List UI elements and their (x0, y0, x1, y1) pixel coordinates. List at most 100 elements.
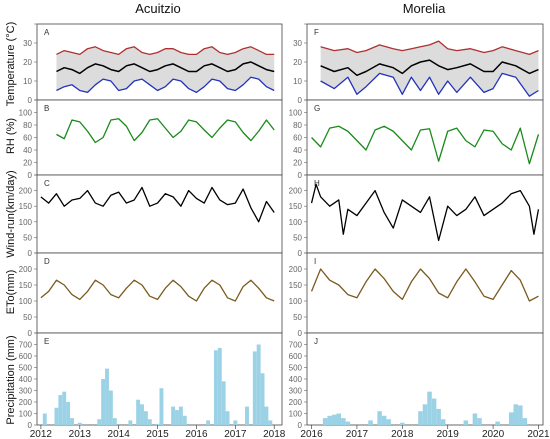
bar (463, 420, 469, 425)
bar (264, 406, 269, 425)
ytick-label: 200 (289, 187, 303, 196)
panel-E: 0 100 200 300 400 500 600 700 E (19, 332, 283, 430)
bar (171, 406, 176, 425)
ytick-label: 20 (293, 159, 302, 168)
ytick-label: 500 (289, 364, 303, 373)
bar (155, 423, 160, 425)
ytick-label: 20 (23, 159, 32, 168)
bar (147, 419, 152, 425)
ytick-label: 200 (19, 398, 33, 407)
panel-letter-A: A (44, 28, 50, 37)
bar (368, 420, 373, 425)
bar (418, 411, 423, 425)
series-line-tmax (56, 46, 275, 56)
panel-letter-F: F (314, 28, 319, 37)
ytick-label: 0 (28, 96, 33, 105)
bar (221, 381, 226, 425)
xtick-label: 2016 (185, 429, 208, 439)
panel-frame-B (36, 99, 283, 176)
series-line-wind (310, 183, 540, 242)
bar (77, 422, 82, 425)
panel-letter-J: J (314, 337, 318, 346)
panel-letter-D: D (44, 257, 50, 266)
bar (518, 405, 523, 425)
bar (327, 415, 332, 425)
ytick-label: 150 (289, 281, 303, 290)
ytick-label: 0 (28, 171, 33, 180)
ytick-label: 300 (19, 387, 33, 396)
panel-H: 0 50 100 150 200 H (289, 174, 544, 258)
bar (472, 413, 478, 425)
series-line-tmax (320, 40, 539, 56)
xtick-label: 2017 (224, 429, 247, 439)
bar (178, 406, 183, 425)
panel-I: 0 50 100 150 200 I (289, 252, 544, 338)
bar (508, 412, 514, 425)
bar (143, 411, 148, 425)
ytick-label: 150 (19, 281, 33, 290)
bar (42, 413, 47, 425)
bar (159, 388, 164, 425)
row-label-rh: RH (%) (5, 118, 17, 154)
ytick-label: 0 (28, 421, 33, 430)
ytick-label: 100 (289, 218, 303, 227)
ytick-label: 10 (23, 77, 32, 86)
panel-frame-H (306, 174, 544, 254)
xtick-label: 2018 (263, 429, 286, 439)
ytick-label: 100 (19, 109, 33, 118)
ytick-label: 20 (293, 58, 302, 67)
ytick-label: 700 (289, 341, 303, 350)
ytick-label: 0 (298, 171, 303, 180)
ytick-label: 200 (19, 187, 33, 196)
ytick-label: 0 (298, 249, 303, 258)
series-line-tmin (56, 76, 275, 94)
ytick-label: 0 (298, 96, 303, 105)
bar (431, 398, 437, 425)
row-label-eto: ETo(mm) (5, 270, 17, 315)
ytick-label: 60 (293, 134, 302, 143)
panel-frame-C (36, 174, 283, 254)
series-line-tmean (56, 61, 275, 75)
bar (128, 420, 133, 425)
bar (233, 420, 238, 425)
ytick-label: 200 (19, 265, 33, 274)
bar (260, 373, 265, 425)
ytick-label: 500 (19, 364, 33, 373)
title-acuitzio: Acuitzio (135, 1, 181, 16)
bar (422, 404, 428, 425)
temperature-range-band (320, 41, 539, 97)
panel-frame-I (306, 252, 544, 334)
panel-A: 0 10 20 30 A (23, 23, 283, 105)
bar (252, 351, 257, 425)
row-label-wind-run: Wind-run(km/day) (5, 170, 17, 257)
bar (182, 415, 187, 425)
panel-letter-B: B (44, 104, 49, 113)
bar (66, 402, 71, 425)
bar (427, 391, 432, 425)
ytick-label: 600 (289, 352, 303, 361)
bar (70, 418, 74, 425)
ytick-label: 50 (293, 313, 302, 322)
bar (400, 422, 405, 425)
ytick-label: 30 (23, 39, 32, 48)
panel-frame-D (36, 252, 283, 334)
bar (112, 418, 117, 425)
panel-G: 0 20 40 60 80 100 G (289, 99, 544, 180)
xtick-label: 2020 (482, 429, 505, 439)
series-line-rh (56, 118, 275, 144)
ytick-label: 20 (23, 58, 32, 67)
bar (381, 415, 387, 425)
ytick-label: 30 (293, 39, 302, 48)
bar (175, 410, 179, 425)
bar (377, 411, 382, 425)
ytick-label: 60 (23, 134, 32, 143)
bar (101, 379, 106, 425)
xtick-label: 2018 (391, 429, 414, 439)
bar (206, 420, 211, 425)
bar (54, 407, 59, 425)
series-line-eto (310, 268, 539, 302)
panel-J: 0 100 200 300 400 500 600 700 J (289, 332, 544, 430)
bar (477, 418, 482, 425)
xtick-label: 2012 (30, 429, 53, 439)
